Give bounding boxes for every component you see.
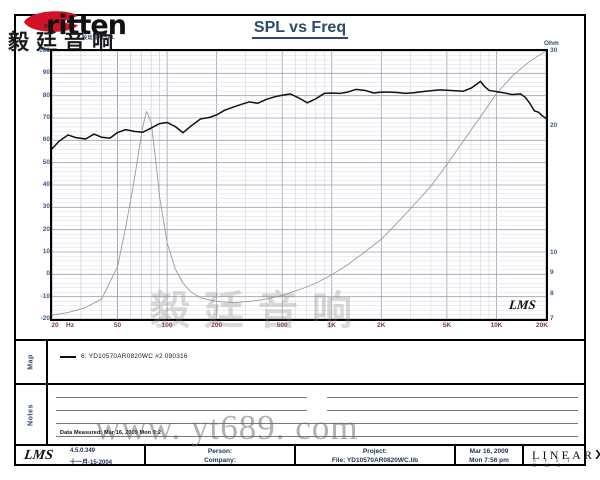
plot-lms-signature: LMS xyxy=(508,297,537,312)
lms-build-date: 十一月-15-2004 xyxy=(70,460,113,466)
page-title-text: SPL vs Freq xyxy=(251,19,349,39)
x-tick-50: 50 xyxy=(113,322,122,329)
x-tick-1K: 1K xyxy=(327,322,336,329)
footer-time: Mon 7:56 pm xyxy=(469,457,509,464)
y2-tick-9: 9 xyxy=(550,268,554,276)
vendor-logo: LINEARX xyxy=(532,447,600,463)
y2-tick-7: 7 xyxy=(550,315,554,322)
footer-date: Mar 16, 2009 xyxy=(469,448,509,455)
notes-line[interactable] xyxy=(56,410,307,411)
footer-person-label: Person: xyxy=(207,448,233,455)
x-tick-100: 100 xyxy=(161,322,173,329)
y-tick-100: 100 xyxy=(39,47,50,54)
y2-tick-20: 20 xyxy=(550,121,558,129)
y-tick-0: 0 xyxy=(46,270,50,278)
curve-spl xyxy=(52,80,546,150)
y2-tick-30: 30 xyxy=(550,47,558,54)
legend-item[interactable]: 6: YD10570AR0820WC #2 090316 xyxy=(60,353,188,360)
plot-canvas: LMS xyxy=(50,49,548,321)
notes-line[interactable] xyxy=(56,423,578,424)
map-side-tab: Map xyxy=(16,341,48,383)
y-tick-50: 50 xyxy=(42,158,50,166)
footer-cell-vendor: LINEARX S Y S T E M S xyxy=(524,446,600,469)
vendor-logo-subtitle: S Y S T E M S xyxy=(533,459,574,469)
legend-label: 6: YD10570AR0820WC #2 090316 xyxy=(81,353,188,360)
y-tick--20: -20 xyxy=(40,315,50,322)
x-tick-500: 500 xyxy=(276,322,288,329)
plot-area: LMS xyxy=(50,49,548,321)
y-tick-20: 20 xyxy=(42,225,50,233)
footer-cell-date: Mar 16, 2009 Mon 7:56 pm xyxy=(456,446,524,466)
page-title: SPL vs Freq xyxy=(16,19,584,39)
y-tick-30: 30 xyxy=(42,203,50,211)
brand-wordmark: ritten xyxy=(46,10,127,41)
notes-line[interactable] xyxy=(56,397,307,398)
brand-e-arc-icon xyxy=(24,11,78,32)
y-tick-70: 70 xyxy=(42,114,50,121)
brand-subtitle: 毅廷音响SPL xyxy=(82,35,116,41)
data-measured-text: Data Measured: Mar 16, 2009 Mon 9:2 xyxy=(60,430,162,436)
notes-side-tab: Notes xyxy=(16,385,48,444)
legend-line-swatch xyxy=(60,355,76,358)
footer-bar: LMS 4.5.0.349 十一月-15-2004 Person: Compan… xyxy=(16,444,600,469)
y-tick--10: -10 xyxy=(40,292,50,300)
y-tick-40: 40 xyxy=(42,181,50,188)
y2-tick-8: 8 xyxy=(550,290,554,298)
right-axis-ticks: 30 20 10 9 8 7 xyxy=(550,47,572,322)
x-tick-5K: 5K xyxy=(442,322,452,329)
left-axis-ticks: 100 90 80 70 60 50 40 30 20 10 0 -10 -20 xyxy=(30,47,50,322)
header-band: ritten ® 毅廷音响SPL 毅廷音响 SPL vs Freq xyxy=(8,10,584,54)
y-tick-90: 90 xyxy=(42,69,50,77)
map-panel: Map 6: YD10570AR0820WC #2 090316 xyxy=(16,339,584,383)
x-tick-2K: 2K xyxy=(377,322,386,329)
curve-impedance xyxy=(52,51,546,316)
x-tick-20: 20 xyxy=(51,322,59,329)
brand-trademark: ® xyxy=(44,24,49,30)
lms-logo: LMS xyxy=(23,448,54,463)
x-tick-10K: 10K xyxy=(490,322,503,329)
footer-cell-lms: LMS 4.5.0.349 十一月-15-2004 xyxy=(16,446,146,466)
y2-tick-10: 10 xyxy=(550,249,558,257)
brand-logo: ritten ® 毅廷音响SPL 毅廷音响 xyxy=(8,8,170,54)
plot-svg xyxy=(52,51,546,319)
vendor-logo-x: X xyxy=(595,447,600,462)
footer-company-label: Company: xyxy=(204,457,236,464)
map-side-label: Map xyxy=(27,354,35,370)
y-tick-60: 60 xyxy=(42,136,50,144)
y-tick-10: 10 xyxy=(42,248,50,255)
x-axis-unit-label: Hz xyxy=(66,322,74,329)
notes-line[interactable] xyxy=(56,436,578,437)
notes-panel: Notes Data Measured: Mar 16, 2009 Mon 9:… xyxy=(16,383,584,444)
x-axis-ticks: 20 50 100 200 500 1K 2K 5K 10K 20K Hz xyxy=(50,322,548,336)
lms-version: 4.5.0.349 xyxy=(70,448,96,454)
x-tick-200: 200 xyxy=(211,322,223,329)
notes-side-label: Notes xyxy=(27,403,35,426)
vendor-logo-text: LINEAR xyxy=(532,448,596,462)
notes-line[interactable] xyxy=(327,397,578,398)
notes-line[interactable] xyxy=(327,410,578,411)
notes-ruled-lines[interactable] xyxy=(56,385,578,444)
footer-project-label: Project: xyxy=(362,448,388,455)
footer-file-label: File: YD10570AR0820WC.lib xyxy=(331,457,419,464)
footer-cell-person: Person: Company: xyxy=(146,446,296,466)
right-axis-unit-label: Ohm xyxy=(544,40,559,47)
report-frame: ritten ® 毅廷音响SPL 毅廷音响 SPL vs Freq Ohm 10… xyxy=(8,10,600,469)
x-tick-20K: 20K xyxy=(536,322,548,329)
footer-cell-project: Project: File: YD10570AR0820WC.lib xyxy=(296,446,456,466)
y-tick-80: 80 xyxy=(42,91,50,99)
